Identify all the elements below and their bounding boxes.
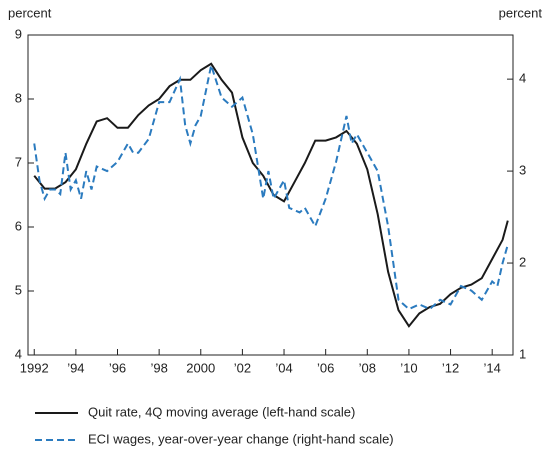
y2-tick-label: 4 bbox=[519, 71, 526, 86]
legend-label: Quit rate, 4Q moving average (left-hand … bbox=[88, 404, 355, 419]
legend-label: ECI wages, year-over-year change (right-… bbox=[88, 431, 394, 446]
series-line bbox=[33, 62, 509, 328]
x-tick-label: ’94 bbox=[67, 360, 84, 375]
x-tick-label: ’06 bbox=[317, 360, 334, 375]
left-axis-unit: percent bbox=[8, 5, 52, 20]
x-tick-label: ’04 bbox=[275, 360, 292, 375]
x-tick-label: 1992 bbox=[20, 360, 49, 375]
x-tick-label: ’12 bbox=[442, 360, 459, 375]
y-tick-label: 6 bbox=[15, 218, 22, 233]
y2-tick-label: 2 bbox=[519, 254, 526, 269]
x-tick-label: ’96 bbox=[109, 360, 126, 375]
x-tick-label: ’14 bbox=[484, 360, 501, 375]
right-axis-unit: percent bbox=[499, 5, 543, 20]
x-tick-label: 2000 bbox=[186, 360, 215, 375]
plot-frame bbox=[27, 34, 514, 356]
x-tick-label: ’98 bbox=[150, 360, 167, 375]
y-tick-label: 5 bbox=[15, 282, 22, 297]
y2-tick-label: 1 bbox=[519, 346, 526, 361]
y-tick-label: 8 bbox=[15, 90, 22, 105]
y-tick-label: 9 bbox=[15, 26, 22, 41]
y-tick-label: 4 bbox=[15, 346, 22, 361]
x-tick-label: ’02 bbox=[234, 360, 251, 375]
x-tick-label: ’08 bbox=[359, 360, 376, 375]
y2-tick-label: 3 bbox=[519, 163, 526, 178]
y-tick-label: 7 bbox=[15, 154, 22, 169]
series-line bbox=[33, 61, 509, 311]
x-tick-label: ’10 bbox=[400, 360, 417, 375]
